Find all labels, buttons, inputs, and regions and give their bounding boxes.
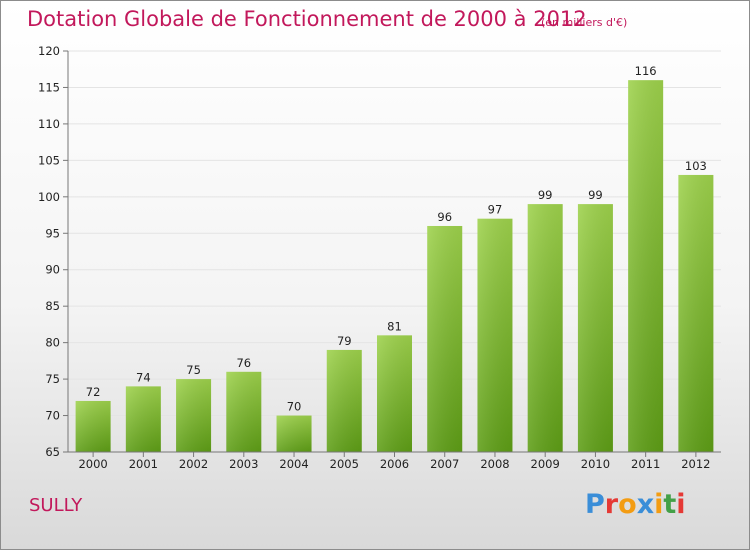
bar-shade: [628, 80, 664, 452]
y-tick-label: 120: [38, 44, 60, 58]
y-tick-label: 110: [38, 117, 60, 131]
logo-letter: x: [636, 489, 655, 520]
bar-shade: [477, 218, 513, 452]
bar-2011: [628, 80, 664, 452]
y-tick-label: 85: [45, 299, 60, 313]
labels: 65 70 75 80 85 90 95 100 105 110 115 120 72 2000 74 200…: [38, 44, 710, 471]
logo-letter: o: [618, 489, 637, 520]
data-label: 99: [538, 188, 553, 202]
logo-letter: i: [654, 489, 664, 520]
data-label: 81: [387, 319, 402, 333]
bar-shade: [427, 225, 463, 452]
bar-2012: [678, 174, 714, 453]
x-tick-label: 2008: [480, 457, 509, 471]
y-tick-label: 75: [45, 372, 60, 386]
x-tick-label: 2009: [531, 457, 560, 471]
x-tick-label: 2010: [581, 457, 610, 471]
logo-letter: r: [604, 489, 619, 520]
data-label: 116: [635, 64, 657, 78]
bar-shade: [577, 204, 613, 452]
bar-2000: [75, 400, 111, 452]
data-label: 70: [287, 400, 302, 414]
data-label: 72: [86, 385, 101, 399]
data-label: 74: [136, 370, 151, 384]
bar-shade: [276, 415, 312, 452]
bar-2006: [377, 335, 412, 452]
bar-2005: [326, 349, 362, 452]
y-tick-label: 80: [45, 336, 60, 350]
bar-2001: [125, 386, 161, 452]
data-label: 96: [437, 210, 452, 224]
x-tick-label: 2000: [78, 457, 107, 471]
bar-shade: [377, 335, 412, 452]
x-tick-label: 2007: [430, 457, 459, 471]
axes: [63, 50, 721, 457]
x-tick-label: 2001: [129, 457, 158, 471]
data-label: 103: [685, 159, 707, 173]
y-tick-label: 100: [38, 190, 60, 204]
y-tick-label: 105: [38, 153, 60, 167]
x-tick-label: 2003: [229, 457, 258, 471]
data-label: 75: [186, 363, 201, 377]
x-tick-label: 2004: [279, 457, 308, 471]
bar-shade: [678, 174, 714, 453]
logo-letter: i: [676, 489, 686, 520]
commune-name: SULLY: [29, 495, 83, 516]
y-tick-label: 70: [45, 409, 60, 423]
bar-shade: [176, 379, 212, 452]
bar-2002: [176, 379, 212, 452]
data-label: 76: [236, 356, 251, 370]
chart-title: Dotation Globale de Fonctionnement de 20…: [27, 7, 587, 31]
proxiti-logo[interactable]: Proxiti: [585, 489, 686, 520]
data-label: 79: [337, 334, 352, 348]
y-tick-label: 115: [38, 80, 60, 94]
x-tick-label: 2002: [179, 457, 208, 471]
logo-letter: t: [663, 489, 677, 520]
bar-2004: [276, 415, 312, 452]
bar-2010: [577, 204, 613, 452]
bar-shade: [125, 386, 161, 452]
logo-letter: P: [585, 489, 605, 520]
bar-2008: [477, 218, 513, 452]
bars: [75, 80, 714, 453]
y-tick-label: 65: [45, 445, 60, 459]
bar-shade: [226, 371, 262, 452]
chart-subtitle: (en milliers d'€): [541, 16, 628, 29]
y-tick-label: 90: [45, 263, 60, 277]
x-tick-label: 2006: [380, 457, 409, 471]
bar-2009: [527, 204, 563, 452]
bar-shade: [326, 349, 362, 452]
data-label: 99: [588, 188, 603, 202]
x-tick-label: 2005: [330, 457, 359, 471]
data-label: 97: [488, 203, 503, 217]
y-tick-label: 95: [45, 226, 60, 240]
bar-2003: [226, 371, 262, 452]
bar-shade: [527, 204, 563, 452]
x-tick-label: 2012: [681, 457, 710, 471]
bar-shade: [75, 400, 111, 452]
x-tick-label: 2011: [631, 457, 660, 471]
bar-2007: [427, 225, 463, 452]
